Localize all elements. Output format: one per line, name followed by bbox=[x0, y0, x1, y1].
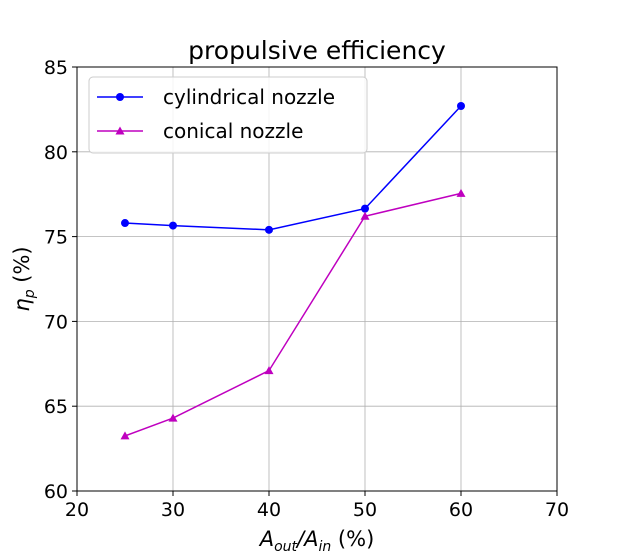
legend-label-conical: conical nozzle bbox=[163, 119, 303, 143]
data-point bbox=[121, 219, 129, 228]
y-tick-label: 70 bbox=[44, 311, 68, 333]
ticks: 20 30 40 50 60 70 60 65 70 75 80 85 bbox=[44, 57, 569, 521]
data-point bbox=[457, 102, 465, 111]
x-tick-label: 60 bbox=[449, 499, 473, 521]
x-tick-label: 30 bbox=[161, 499, 185, 521]
series-layer bbox=[120, 102, 466, 440]
data-point bbox=[120, 431, 130, 440]
legend-label-cylindrical: cylindrical nozzle bbox=[163, 85, 335, 109]
y-tick-label: 75 bbox=[44, 227, 68, 249]
plot-frame bbox=[76, 66, 558, 492]
x-tick-label: 50 bbox=[353, 499, 377, 521]
y-tick-label: 85 bbox=[44, 57, 68, 79]
legend-marker-cylindrical bbox=[116, 93, 124, 101]
y-axis-label: ηp (%) bbox=[10, 246, 38, 311]
series-line-conical bbox=[124, 192, 462, 437]
x-tick-label: 70 bbox=[545, 499, 569, 521]
legend: cylindrical nozzle conical nozzle bbox=[88, 76, 368, 154]
y-tick-label: 65 bbox=[44, 396, 68, 418]
x-axis-label: Aout/Ain (%) bbox=[258, 527, 375, 552]
y-tick-label: 60 bbox=[44, 481, 68, 503]
data-point bbox=[168, 413, 178, 422]
data-point bbox=[265, 225, 273, 234]
x-tick-label: 20 bbox=[65, 499, 89, 521]
data-point bbox=[169, 221, 177, 230]
data-point bbox=[360, 211, 370, 220]
data-point bbox=[361, 204, 369, 213]
x-tick-label: 40 bbox=[257, 499, 281, 521]
y-tick-label: 80 bbox=[44, 142, 68, 164]
legend-marker-conical bbox=[115, 126, 125, 135]
chart-title: propulsive efficiency bbox=[188, 36, 446, 65]
legend-box bbox=[88, 76, 368, 154]
data-point bbox=[456, 188, 466, 197]
data-point bbox=[264, 366, 274, 375]
